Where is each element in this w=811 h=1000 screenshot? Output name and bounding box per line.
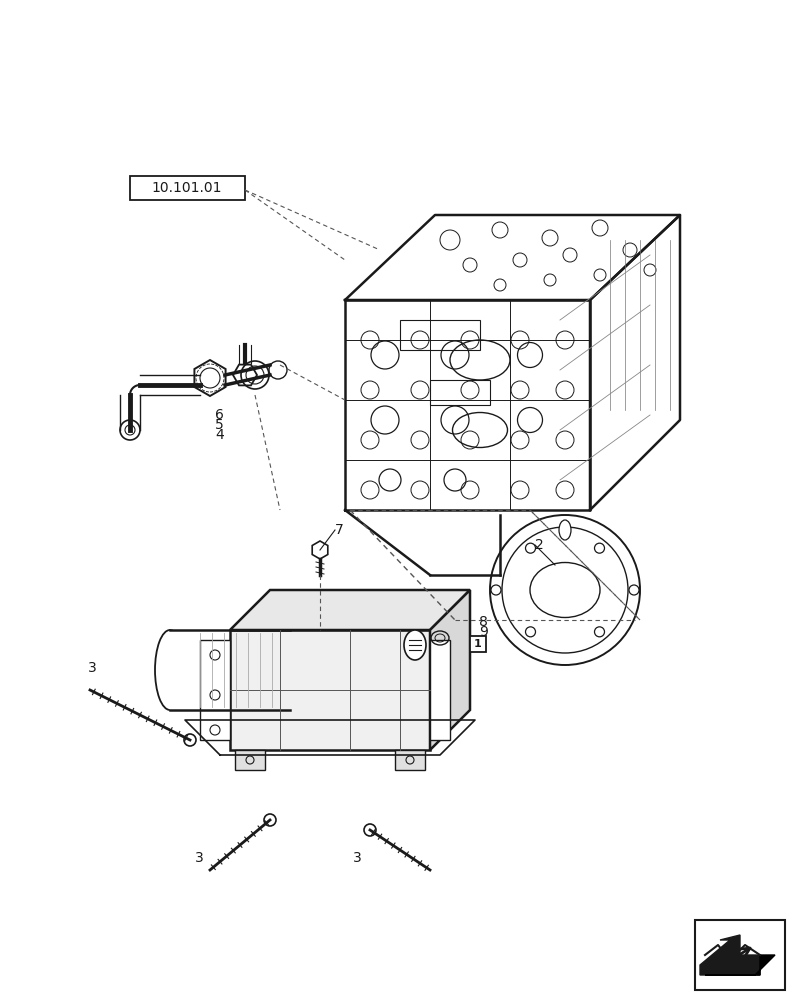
Text: 6: 6 <box>215 408 224 422</box>
Text: 4: 4 <box>215 428 224 442</box>
Bar <box>430 640 449 740</box>
Text: 2: 2 <box>534 538 543 552</box>
Text: 1: 1 <box>474 639 481 649</box>
Polygon shape <box>704 955 774 975</box>
Text: 3: 3 <box>88 661 97 675</box>
Ellipse shape <box>404 630 426 660</box>
Ellipse shape <box>277 630 303 710</box>
Text: 9: 9 <box>478 625 487 639</box>
Bar <box>394 750 424 770</box>
Bar <box>694 920 784 990</box>
Text: 10.101.01: 10.101.01 <box>152 181 222 195</box>
Polygon shape <box>430 590 470 750</box>
Text: 5: 5 <box>215 418 224 432</box>
Bar <box>430 380 489 405</box>
Circle shape <box>363 824 375 836</box>
Polygon shape <box>699 935 759 975</box>
Bar <box>230 630 430 750</box>
Bar <box>400 320 479 350</box>
Text: 3: 3 <box>353 851 362 865</box>
Ellipse shape <box>155 630 185 710</box>
Bar <box>234 750 264 770</box>
Bar <box>130 176 245 200</box>
Bar <box>470 636 486 652</box>
Text: 8: 8 <box>478 615 487 629</box>
Ellipse shape <box>558 520 570 540</box>
Circle shape <box>489 515 639 665</box>
Text: 7: 7 <box>335 523 343 537</box>
Polygon shape <box>230 590 470 630</box>
Ellipse shape <box>530 562 599 617</box>
Text: 3: 3 <box>195 851 204 865</box>
FancyArrowPatch shape <box>716 948 749 969</box>
Circle shape <box>120 420 139 440</box>
Bar <box>200 640 230 740</box>
Circle shape <box>184 734 195 746</box>
Circle shape <box>264 814 276 826</box>
